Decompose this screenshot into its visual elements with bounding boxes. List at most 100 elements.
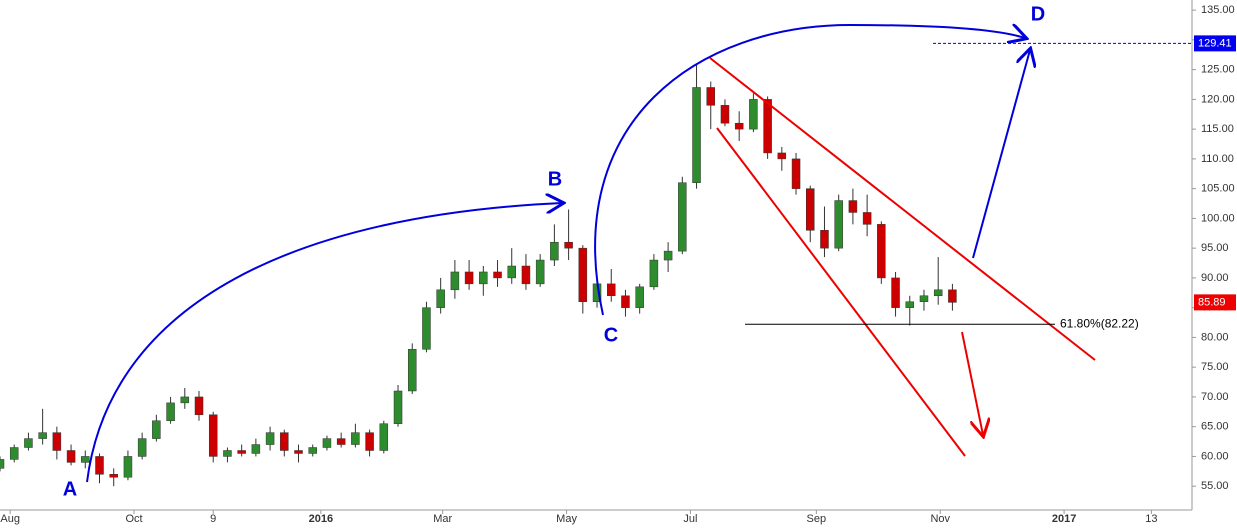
- candle-body: [663, 250, 673, 261]
- candle-body: [806, 188, 815, 231]
- candle-body: [265, 432, 275, 445]
- candle-body: [464, 271, 474, 285]
- candle-body: [848, 200, 858, 213]
- candle-body: [166, 402, 175, 421]
- candle-body: [933, 289, 943, 297]
- x-tick-label: Aug: [0, 513, 20, 525]
- candle-body: [152, 420, 161, 439]
- wave-label: A: [63, 478, 77, 500]
- candle-body: [351, 432, 360, 445]
- candle-body: [635, 286, 644, 308]
- y-tick-label: 100.00: [1201, 212, 1235, 224]
- candle-body: [706, 87, 716, 106]
- wave-arc: [594, 25, 1025, 316]
- candle-body: [407, 349, 417, 392]
- y-tick-label: 125.00: [1201, 64, 1235, 76]
- candle-body: [95, 456, 104, 475]
- candle-body: [38, 432, 47, 439]
- x-tick-label: Jul: [683, 513, 697, 525]
- candle-body: [237, 450, 246, 454]
- candle-body: [877, 224, 886, 279]
- price-label-box: [1194, 35, 1236, 52]
- x-tick-label: 9: [210, 513, 216, 525]
- candle-body: [109, 474, 118, 478]
- candle-body: [507, 265, 516, 279]
- y-tick-label: 60.00: [1201, 450, 1229, 462]
- candle-body: [379, 423, 389, 451]
- candle-body: [137, 438, 147, 457]
- y-tick-label: 95.00: [1201, 242, 1229, 254]
- candle-body: [194, 396, 204, 416]
- y-tick-label: 120.00: [1201, 93, 1235, 105]
- candle-body: [564, 241, 573, 249]
- x-tick-label: 2017: [1052, 513, 1076, 525]
- candle-body: [0, 459, 5, 469]
- candle-body: [436, 289, 445, 308]
- candle-body: [777, 152, 787, 160]
- candle-body: [66, 450, 76, 463]
- candle-body: [692, 87, 701, 183]
- fib-label: 61.80%(82.22): [1060, 316, 1139, 330]
- candle-body: [123, 456, 133, 478]
- candle-body: [180, 396, 190, 404]
- arrow: [961, 331, 983, 435]
- candle-body: [280, 432, 289, 451]
- candle-body: [479, 271, 488, 285]
- wave-label: D: [1031, 3, 1045, 25]
- candle-body: [322, 438, 332, 448]
- candle-body: [862, 212, 872, 225]
- candle-body: [834, 200, 843, 249]
- candle-body: [251, 444, 261, 454]
- y-tick-label: 65.00: [1201, 421, 1229, 433]
- candle-body: [791, 158, 801, 189]
- candle-body: [493, 271, 502, 279]
- trend-line: [716, 127, 966, 457]
- candle-body: [24, 438, 33, 448]
- candles: [0, 63, 957, 487]
- candle-body: [820, 230, 829, 249]
- y-tick-label: 135.00: [1201, 4, 1235, 16]
- candle-body: [9, 447, 19, 460]
- candle-body: [720, 105, 730, 124]
- x-tick-label: Oct: [125, 513, 142, 525]
- price-label-box: [1194, 294, 1236, 311]
- candle-body: [208, 414, 218, 457]
- y-tick-label: 115.00: [1201, 123, 1234, 135]
- wave-label: C: [604, 324, 618, 346]
- candle-body: [763, 99, 772, 154]
- y-tick-label: 70.00: [1201, 391, 1229, 403]
- x-tick-label: 13: [1145, 513, 1157, 525]
- x-tick-label: Mar: [433, 513, 452, 525]
- x-tick-label: Nov: [930, 513, 950, 525]
- candle-body: [578, 247, 588, 302]
- candle-body: [336, 438, 346, 445]
- x-tick-label: May: [556, 513, 577, 525]
- candle-body: [649, 259, 659, 288]
- candle-body: [919, 295, 929, 302]
- y-tick-label: 105.00: [1201, 183, 1235, 195]
- price-label: 85.89: [1198, 296, 1226, 308]
- wave-arc: [86, 203, 562, 483]
- y-tick-label: 80.00: [1201, 331, 1229, 343]
- candle-body: [393, 390, 403, 424]
- x-tick-label: 2016: [309, 513, 333, 525]
- candle-body: [734, 122, 744, 130]
- candle-body: [621, 295, 630, 308]
- y-tick-label: 55.00: [1201, 480, 1229, 492]
- candle-body: [81, 456, 90, 463]
- candle-body: [294, 450, 303, 454]
- candle-body: [450, 271, 460, 291]
- candle-body: [948, 289, 957, 303]
- candle-body: [308, 447, 317, 454]
- candle-body: [521, 265, 531, 285]
- candle-body: [606, 283, 616, 297]
- trend-line: [709, 57, 1096, 361]
- candle-body: [905, 301, 915, 308]
- candle-body: [223, 450, 232, 457]
- candle-body: [365, 432, 374, 451]
- candle-body: [678, 182, 687, 252]
- y-tick-label: 75.00: [1201, 361, 1229, 373]
- candle-body: [535, 259, 545, 285]
